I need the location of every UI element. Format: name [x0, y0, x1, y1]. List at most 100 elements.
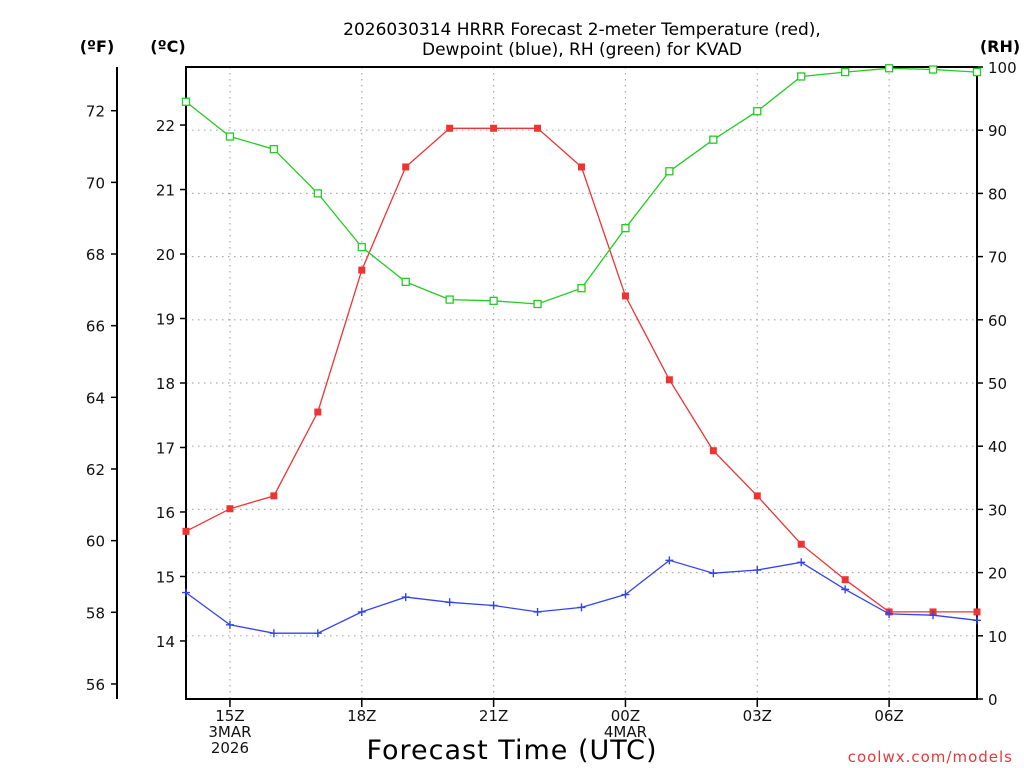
x-tick-label: 4MAR: [604, 723, 647, 741]
celsius-tick-label: 16: [156, 504, 175, 522]
temperature-point: [182, 527, 190, 535]
rh-tick-label: 50: [988, 375, 1007, 393]
temperature-point: [621, 292, 629, 300]
rh-point: [401, 277, 410, 287]
temperature-point: [402, 163, 410, 171]
rh-point: [357, 242, 366, 252]
temperature-line: [185, 127, 977, 613]
chart-title-line1: 2026030314 HRRR Forecast 2-meter Tempera…: [343, 20, 821, 40]
fahrenheit-tick-label: 60: [86, 533, 105, 551]
fahrenheit-tick-label: 70: [86, 174, 105, 192]
temperature-point: [973, 608, 981, 616]
dewpoint-point: [973, 616, 981, 625]
x-tick-label: 06Z: [874, 707, 903, 725]
celsius-tick-label: 14: [156, 633, 175, 651]
rh-point: [665, 167, 674, 176]
x-tick-label: 18Z: [347, 707, 376, 725]
x-tick-label: 21Z: [479, 707, 508, 725]
dewpoint-point: [225, 620, 234, 629]
rh-point: [972, 67, 982, 77]
dewpoint-point: [841, 585, 850, 594]
dewpoint-point: [929, 611, 938, 620]
temperature-point: [358, 266, 366, 274]
rh-tick-label: 10: [988, 628, 1007, 646]
rh-point: [928, 65, 938, 74]
temperature-point: [841, 576, 849, 584]
rh-point: [709, 135, 718, 144]
rh-point: [753, 107, 762, 116]
rh-tick-label: 40: [988, 438, 1007, 456]
dewpoint-point: [533, 607, 542, 616]
rh-point: [621, 224, 630, 233]
x-tick-label: 15Z: [215, 707, 244, 725]
dewpoint-point: [577, 603, 586, 612]
dewpoint-point: [665, 556, 674, 565]
chart-title-line2: Dewpoint (blue), RH (green) for KVAD: [422, 40, 742, 60]
dewpoint-point: [182, 588, 190, 597]
temperature-point: [709, 447, 717, 455]
temperature-point: [490, 124, 498, 132]
celsius-tick-label: 20: [156, 246, 175, 264]
rh-line: [185, 67, 978, 305]
dewpoint-point: [753, 566, 762, 575]
fahrenheit-tick-label: 72: [86, 103, 105, 121]
rh-point: [313, 189, 322, 198]
dewpoint-point: [357, 607, 366, 616]
dewpoint-line: [185, 559, 978, 634]
temperature-series: [182, 124, 981, 616]
x-tick-label: 2026: [211, 739, 249, 757]
celsius-unit-label: (ºC): [150, 37, 185, 56]
fahrenheit-tick-label: 64: [86, 389, 105, 407]
temperature-point: [270, 492, 278, 500]
rh-tick-label: 80: [988, 185, 1007, 203]
dewpoint-point: [709, 569, 718, 578]
credit-text: coolwx.com/models: [848, 748, 1013, 766]
temperature-point: [226, 505, 234, 513]
celsius-tick-label: 21: [156, 182, 175, 200]
dewpoint-series: [182, 556, 981, 638]
temperature-point: [534, 124, 542, 132]
rh-tick-label: 60: [988, 312, 1007, 330]
fahrenheit-tick-label: 58: [86, 604, 105, 622]
dewpoint-point: [489, 601, 498, 610]
fahrenheit-tick-label: 56: [86, 676, 105, 694]
celsius-tick-label: 17: [156, 439, 175, 457]
temperature-point: [753, 492, 761, 500]
rh-point: [841, 67, 850, 77]
dewpoint-point: [885, 609, 894, 618]
dewpoint-point: [401, 593, 410, 602]
rh-point: [225, 132, 235, 141]
axes: 56 58 60 62 64 66 68 70 72 14 15 16 17 18 19 20 21 22 0 10 2…: [86, 59, 1017, 757]
rh-tick-label: 100: [988, 59, 1017, 77]
temperature-point: [578, 163, 585, 171]
rh-point: [269, 145, 279, 154]
celsius-tick-label: 18: [156, 375, 175, 393]
rh-tick-label: 70: [988, 249, 1007, 267]
rh-point: [489, 296, 498, 305]
x-tick-label: 03Z: [743, 707, 772, 725]
temperature-point: [314, 408, 322, 416]
rh-tick-label: 30: [988, 501, 1007, 519]
fahrenheit-tick-label: 62: [86, 461, 105, 479]
x-tick-label: 3MAR: [208, 723, 251, 741]
celsius-tick-label: 22: [156, 117, 175, 135]
dewpoint-point: [313, 629, 322, 638]
dewpoint-point: [445, 598, 454, 607]
fahrenheit-tick-label: 66: [86, 318, 105, 336]
celsius-tick-label: 15: [156, 568, 175, 586]
dewpoint-point: [269, 629, 278, 638]
rh-tick-label: 90: [988, 122, 1007, 140]
series-layer: [181, 64, 982, 638]
dewpoint-point: [797, 558, 806, 567]
fahrenheit-tick-label: 68: [86, 246, 105, 264]
x-axis-label: Forecast Time (UTC): [366, 735, 657, 766]
temperature-point: [446, 124, 454, 132]
fahrenheit-unit-label: (ºF): [80, 37, 115, 56]
rh-point: [797, 72, 806, 81]
temperature-point: [797, 540, 805, 548]
rh-point: [884, 64, 894, 73]
rh-series: [181, 64, 982, 309]
temperature-point: [665, 376, 673, 384]
rh-point: [181, 97, 191, 106]
rh-point: [577, 284, 586, 293]
